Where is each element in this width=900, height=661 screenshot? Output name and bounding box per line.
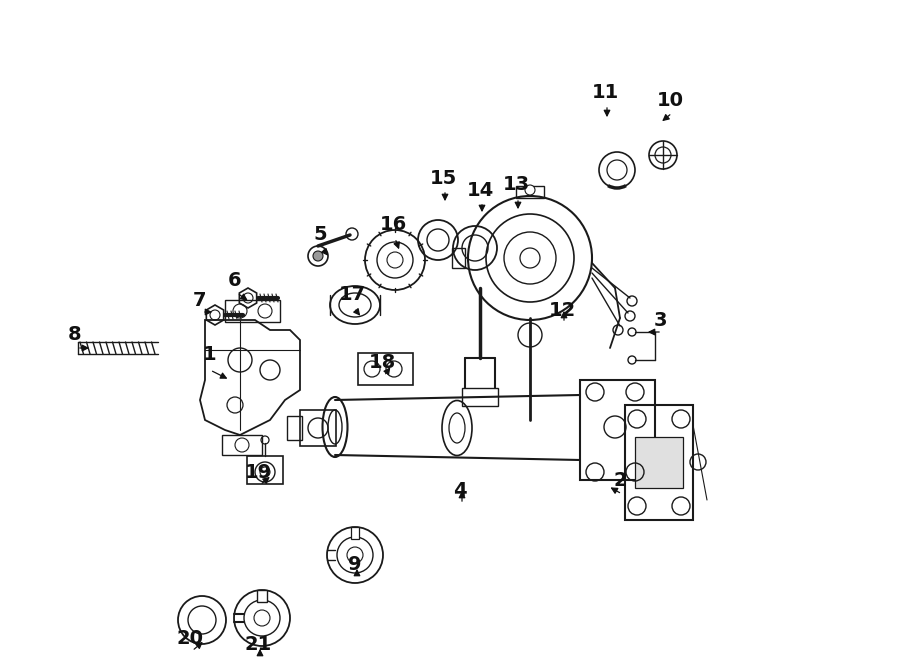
Bar bbox=[247, 456, 283, 484]
Text: 21: 21 bbox=[245, 635, 272, 654]
Text: 20: 20 bbox=[176, 629, 203, 648]
Text: 12: 12 bbox=[548, 301, 576, 319]
Bar bbox=[635, 437, 683, 488]
Text: 13: 13 bbox=[502, 176, 529, 194]
Bar bbox=[225, 300, 280, 322]
Bar bbox=[287, 416, 302, 440]
Bar bbox=[257, 590, 267, 602]
Text: 15: 15 bbox=[429, 169, 456, 188]
Text: 7: 7 bbox=[194, 290, 207, 309]
Text: 8: 8 bbox=[68, 325, 82, 344]
Circle shape bbox=[313, 251, 323, 261]
Text: 4: 4 bbox=[454, 481, 467, 500]
Bar bbox=[222, 435, 262, 455]
Text: 9: 9 bbox=[348, 555, 362, 574]
Text: 6: 6 bbox=[229, 270, 242, 290]
Text: 5: 5 bbox=[313, 225, 327, 245]
Bar bbox=[358, 353, 413, 385]
Bar bbox=[625, 405, 693, 520]
Text: 2: 2 bbox=[613, 471, 626, 490]
Text: 17: 17 bbox=[338, 286, 365, 305]
Bar bbox=[580, 380, 655, 480]
Bar bbox=[351, 527, 359, 539]
Text: 18: 18 bbox=[368, 354, 396, 373]
Bar bbox=[462, 388, 498, 406]
Text: 14: 14 bbox=[466, 180, 493, 200]
Text: 19: 19 bbox=[245, 463, 272, 481]
Bar bbox=[516, 186, 544, 198]
Text: 1: 1 bbox=[203, 346, 217, 364]
Text: 10: 10 bbox=[656, 91, 683, 110]
Bar bbox=[300, 410, 336, 446]
Circle shape bbox=[525, 185, 535, 195]
Text: 11: 11 bbox=[591, 83, 618, 102]
Text: 16: 16 bbox=[380, 215, 407, 235]
Text: 3: 3 bbox=[653, 311, 667, 329]
